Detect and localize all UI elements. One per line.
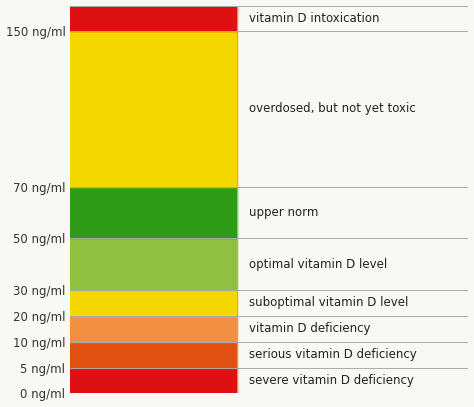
- Bar: [70, 290, 237, 316]
- Text: upper norm: upper norm: [249, 206, 319, 219]
- Text: overdosed, but not yet toxic: overdosed, but not yet toxic: [249, 103, 416, 116]
- Text: vitamin D deficiency: vitamin D deficiency: [249, 322, 371, 335]
- Bar: [70, 238, 237, 290]
- Text: optimal vitamin D level: optimal vitamin D level: [249, 258, 387, 271]
- Bar: [70, 31, 237, 186]
- Bar: [70, 186, 237, 238]
- Text: serious vitamin D deficiency: serious vitamin D deficiency: [249, 348, 417, 361]
- Bar: [70, 6, 237, 31]
- Bar: [70, 368, 237, 394]
- Text: suboptimal vitamin D level: suboptimal vitamin D level: [249, 296, 409, 309]
- Text: vitamin D intoxication: vitamin D intoxication: [249, 12, 380, 25]
- Bar: [70, 316, 237, 342]
- Text: severe vitamin D deficiency: severe vitamin D deficiency: [249, 374, 414, 387]
- Bar: [70, 342, 237, 368]
